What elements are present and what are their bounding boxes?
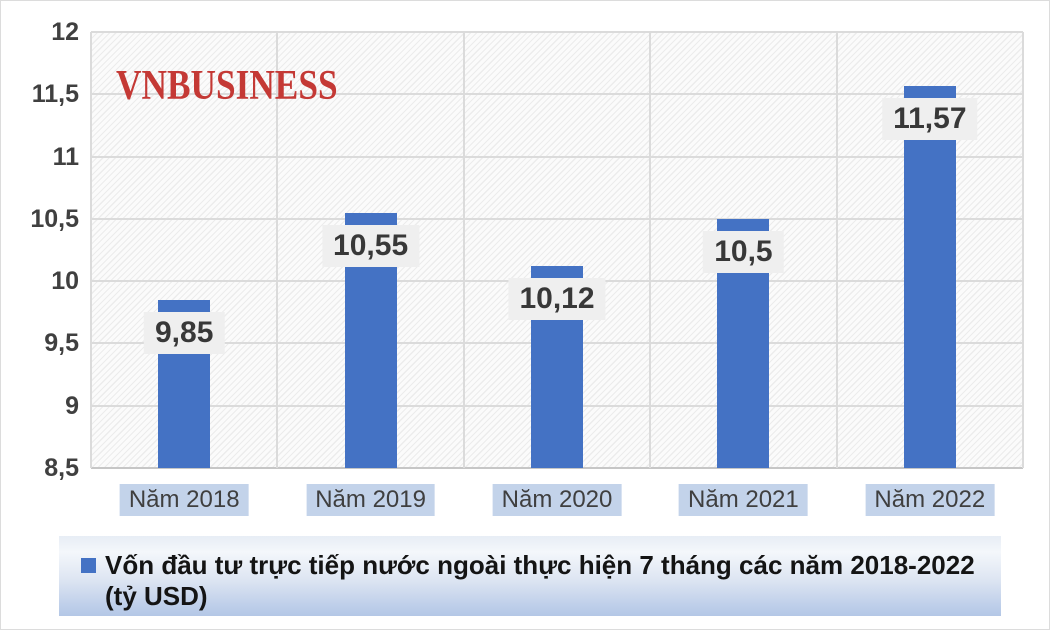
- y-gridline: [91, 31, 1023, 33]
- y-axis-tick-label: 10,5: [30, 204, 79, 233]
- x-gridline: [90, 32, 92, 468]
- y-axis-tick-label: 8,5: [44, 454, 79, 482]
- legend-marker-swatch: [81, 558, 96, 573]
- y-axis-tick-label: 11: [52, 142, 79, 171]
- y-gridline: [91, 155, 1023, 158]
- plot-area: 9,85 10,55 10,12 10,5 11,57: [90, 31, 1024, 469]
- y-axis-tick-label: 9,5: [44, 329, 79, 358]
- x-gridline: [1022, 32, 1024, 468]
- watermark: VNBUSINESS: [116, 63, 338, 109]
- x-gridline: [463, 32, 465, 468]
- x-axis-category-label: Năm 2022: [865, 484, 995, 516]
- bar-value-label: 9,85: [143, 311, 225, 354]
- y-axis-tick-label: 12: [51, 18, 79, 46]
- legend-label: Vốn đầu tư trực tiếp nước ngoài thực hiệ…: [105, 550, 975, 612]
- x-gridline: [836, 32, 838, 468]
- x-axis-category-label: Năm 2021: [679, 484, 808, 516]
- y-axis-tick-label: 9: [65, 391, 79, 420]
- bar-năm-2022: [903, 85, 956, 468]
- legend-label-line2: (tỷ USD): [105, 581, 208, 611]
- bar-value-label: 10,12: [508, 278, 606, 321]
- x-axis-category-label: Năm 2019: [306, 484, 435, 516]
- legend-label-line1: Vốn đầu tư trực tiếp nước ngoài thực hiệ…: [105, 550, 975, 580]
- legend: Vốn đầu tư trực tiếp nước ngoài thực hiệ…: [59, 536, 1001, 616]
- x-gridline: [276, 32, 278, 468]
- bar-value-label: 11,57: [882, 97, 978, 140]
- y-gridline: [91, 467, 1023, 469]
- y-gridline: [91, 93, 1023, 96]
- y-axis-tick-label: 11,5: [31, 80, 79, 109]
- y-gridline: [91, 217, 1023, 220]
- bar-value-label: 10,55: [322, 224, 420, 267]
- y-axis-tick-label: 10: [51, 267, 79, 296]
- bar-value-label: 10,5: [703, 230, 784, 273]
- x-axis-category-label: Năm 2020: [492, 484, 622, 516]
- x-axis-category-label: Năm 2018: [119, 484, 249, 516]
- x-gridline: [649, 32, 651, 468]
